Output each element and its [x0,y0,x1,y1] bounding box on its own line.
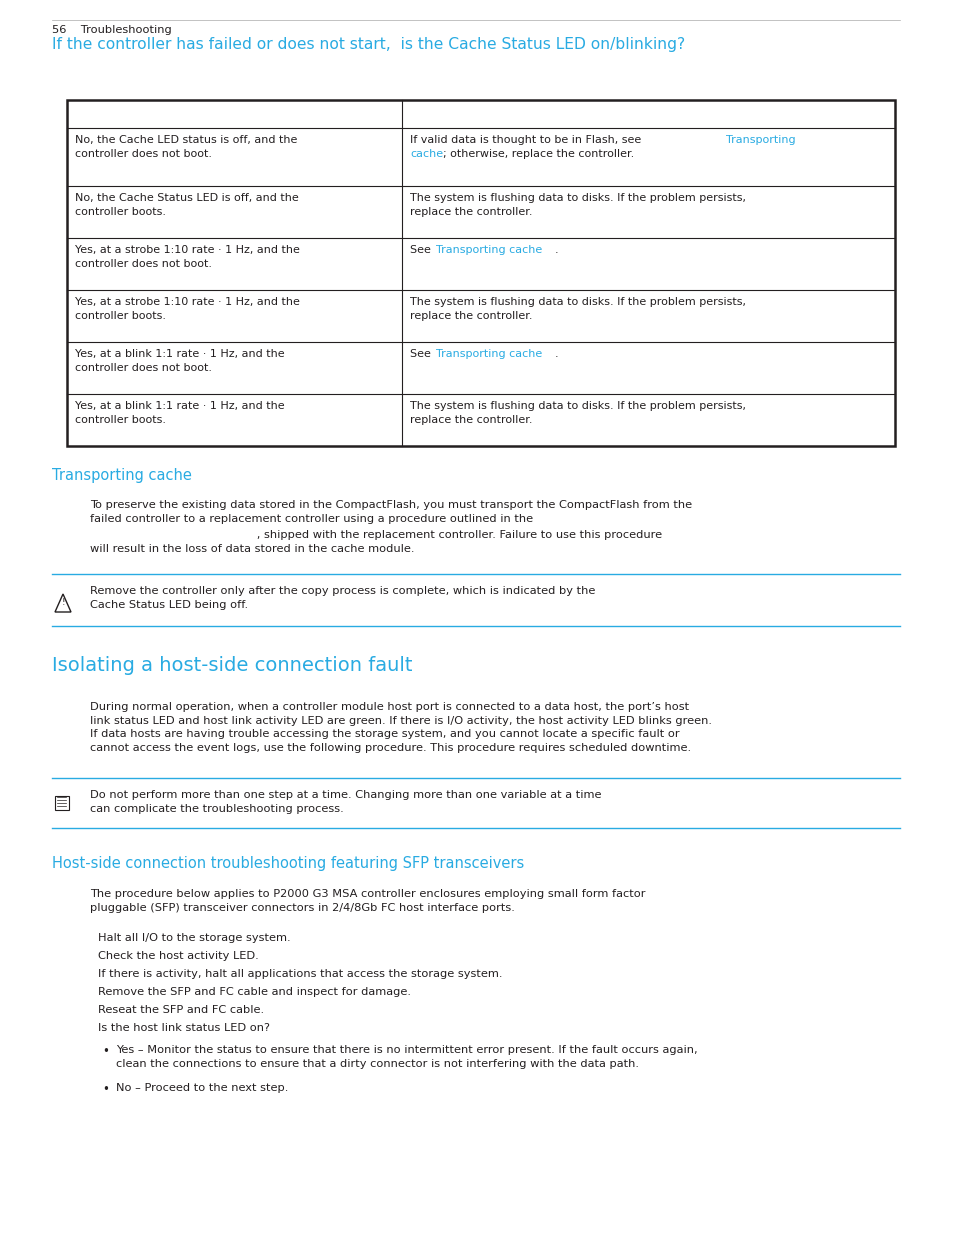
Text: If there is activity, halt all applications that access the storage system.: If there is activity, halt all applicati… [98,969,502,979]
Text: If the controller has failed or does not start,  is the Cache Status LED on/blin: If the controller has failed or does not… [52,37,684,52]
Text: The system is flushing data to disks. If the problem persists,
replace the contr: The system is flushing data to disks. If… [410,401,745,425]
Text: ; otherwise, replace the controller.: ; otherwise, replace the controller. [443,149,634,159]
Text: Is the host link status LED on?: Is the host link status LED on? [98,1023,270,1032]
FancyBboxPatch shape [55,797,69,810]
Text: Transporting: Transporting [725,135,795,144]
Text: Transporting cache: Transporting cache [436,245,542,254]
Text: Yes, at a blink 1:1 rate · 1 Hz, and the
controller boots.: Yes, at a blink 1:1 rate · 1 Hz, and the… [75,401,284,425]
Text: Yes – Monitor the status to ensure that there is no intermittent error present. : Yes – Monitor the status to ensure that … [116,1045,697,1068]
Text: No – Proceed to the next step.: No – Proceed to the next step. [116,1083,288,1093]
Text: .: . [554,350,558,359]
Text: No, the Cache Status LED is off, and the
controller boots.: No, the Cache Status LED is off, and the… [75,193,298,216]
Text: The system is flushing data to disks. If the problem persists,
replace the contr: The system is flushing data to disks. If… [410,193,745,216]
Text: If valid data is thought to be in Flash, see: If valid data is thought to be in Flash,… [410,135,644,144]
Text: Do not perform more than one step at a time. Changing more than one variable at : Do not perform more than one step at a t… [90,790,601,814]
Text: cache: cache [410,149,443,159]
Text: See: See [410,245,435,254]
Text: , shipped with the replacement controller. Failure to use this procedure
will re: , shipped with the replacement controlle… [90,530,661,553]
Text: Halt all I/O to the storage system.: Halt all I/O to the storage system. [98,932,291,944]
Bar [67,100,894,446]
Text: •: • [102,1083,109,1095]
Text: During normal operation, when a controller module host port is connected to a da: During normal operation, when a controll… [90,701,711,753]
Text: !: ! [61,598,65,606]
Text: Remove the SFP and FC cable and inspect for damage.: Remove the SFP and FC cable and inspect … [98,987,411,997]
Text: 56    Troubleshooting: 56 Troubleshooting [52,25,172,35]
Text: Yes, at a blink 1:1 rate · 1 Hz, and the
controller does not boot.: Yes, at a blink 1:1 rate · 1 Hz, and the… [75,350,284,373]
Text: To preserve the existing data stored in the CompactFlash, you must transport the: To preserve the existing data stored in … [90,500,691,524]
Text: Yes, at a strobe 1:10 rate · 1 Hz, and the
controller boots.: Yes, at a strobe 1:10 rate · 1 Hz, and t… [75,296,299,321]
Text: Remove the controller only after the copy process is complete, which is indicate: Remove the controller only after the cop… [90,585,595,610]
Text: The procedure below applies to P2000 G3 MSA controller enclosures employing smal: The procedure below applies to P2000 G3 … [90,889,645,913]
Text: The system is flushing data to disks. If the problem persists,
replace the contr: The system is flushing data to disks. If… [410,296,745,321]
Text: Check the host activity LED.: Check the host activity LED. [98,951,258,961]
Text: Transporting cache: Transporting cache [436,350,542,359]
Text: Host-side connection troubleshooting featuring SFP transceivers: Host-side connection troubleshooting fea… [52,856,524,871]
Text: Transporting cache: Transporting cache [52,468,192,483]
Text: No, the Cache LED status is off, and the
controller does not boot.: No, the Cache LED status is off, and the… [75,135,297,158]
Text: •: • [102,1045,109,1058]
Text: Isolating a host-side connection fault: Isolating a host-side connection fault [52,656,412,676]
Text: See: See [410,350,435,359]
Text: .: . [554,245,558,254]
Text: Reseat the SFP and FC cable.: Reseat the SFP and FC cable. [98,1005,264,1015]
Text: Yes, at a strobe 1:10 rate · 1 Hz, and the
controller does not boot.: Yes, at a strobe 1:10 rate · 1 Hz, and t… [75,245,299,268]
